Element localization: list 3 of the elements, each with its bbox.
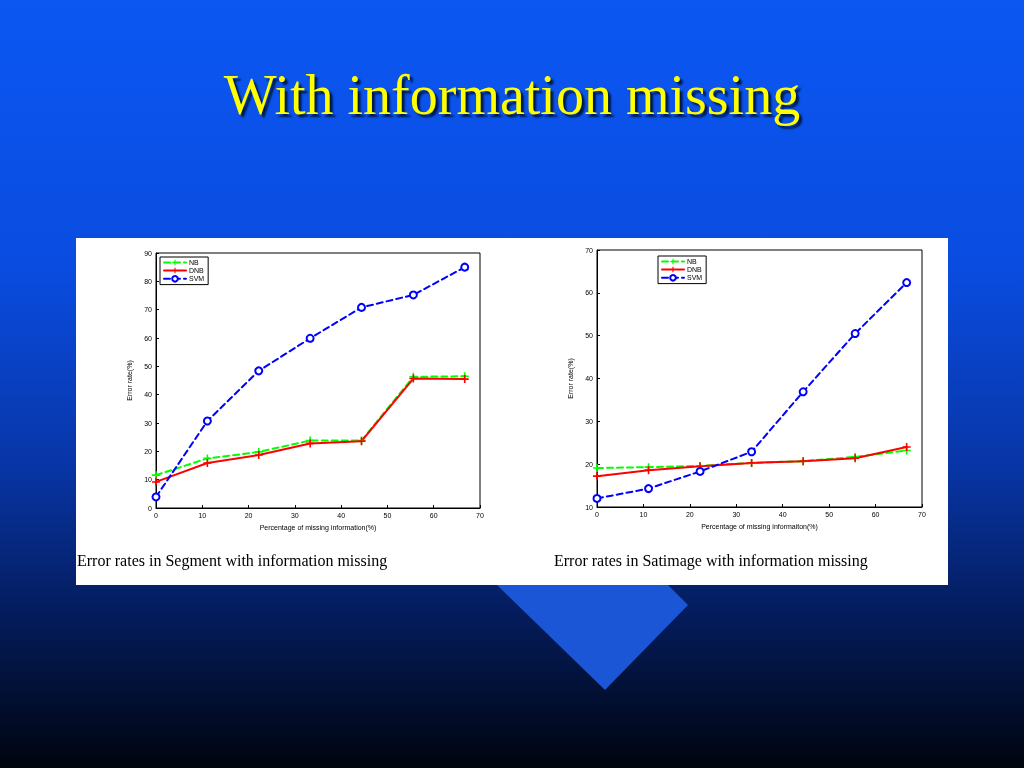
text: Error rates in Satimage with information missing bbox=[554, 551, 868, 570]
chart-title: With information missing bbox=[223, 64, 801, 126]
text: Error rates in Segment with information missing bbox=[77, 551, 388, 570]
